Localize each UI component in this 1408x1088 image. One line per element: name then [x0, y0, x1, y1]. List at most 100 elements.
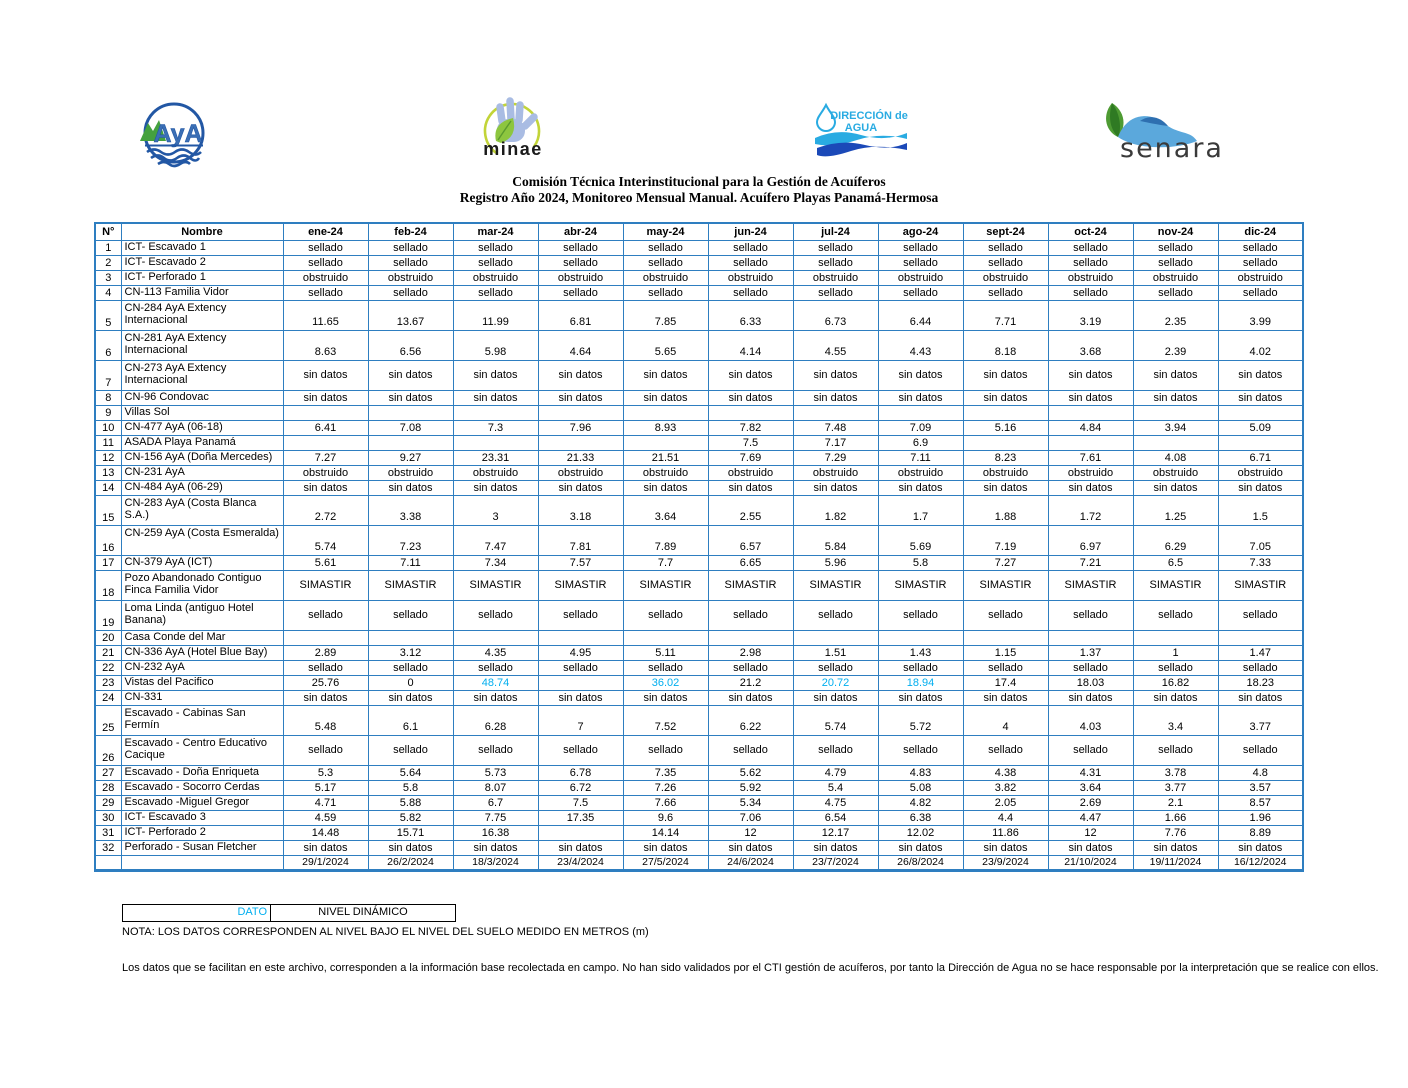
value-cell: 6.29	[1132, 524, 1219, 556]
value-cell: 21.33	[537, 449, 624, 466]
value-cell: sin datos	[537, 839, 624, 856]
table-row: 8 CN-96 Condovac sin datos sin datos sin dat…	[94, 389, 1304, 406]
value-cell: sellado	[877, 239, 964, 256]
value-cell: sellado	[367, 284, 454, 301]
well-name: Vistas del Pacifico	[120, 674, 284, 691]
value-cell: 4.14	[707, 329, 794, 361]
value-cell: sellado	[792, 734, 879, 766]
value-cell: 2.72	[282, 494, 369, 526]
value-cell: sin datos	[367, 359, 454, 391]
table-row: 14 CN-484 AyA (06-29) sin datos sin datos si…	[94, 479, 1304, 496]
value-cell: sellado	[537, 284, 624, 301]
value-cell: sellado	[962, 659, 1049, 676]
value-cell: 6.41	[282, 419, 369, 436]
well-name: Casa Conde del Mar	[120, 629, 284, 646]
value-cell: sin datos	[1132, 479, 1219, 496]
value-cell: sin datos	[792, 479, 879, 496]
value-cell: sellado	[792, 659, 879, 676]
value-cell: 2.35	[1132, 299, 1219, 331]
aya-logo: AyA	[133, 99, 213, 171]
value-cell: sin datos	[282, 479, 369, 496]
value-cell: SIMASTIR	[452, 569, 539, 601]
table-row: 29 Escavado -Miguel Gregor 4.71 5.88 6.7 7.5 7…	[94, 794, 1304, 811]
well-name: CN-232 AyA	[120, 659, 284, 676]
value-cell: 36.02	[622, 674, 709, 691]
value-cell: 7.82	[707, 419, 794, 436]
value-cell: SIMASTIR	[877, 569, 964, 601]
row-number: 24	[94, 689, 122, 706]
value-cell: obstruido	[707, 269, 794, 286]
value-cell: 7.26	[622, 779, 709, 796]
value-cell: 17.35	[537, 809, 624, 826]
value-cell: sellado	[367, 734, 454, 766]
table-row: 13 CN-231 AyA obstruido obstruido obstruido…	[94, 464, 1304, 481]
value-cell: sellado	[1217, 734, 1304, 766]
value-cell: 14.48	[282, 824, 369, 841]
column-header: jul-24	[792, 222, 879, 241]
well-name: CN-281 AyA Extency Internacional	[120, 329, 284, 361]
value-cell: obstruido	[367, 464, 454, 481]
value-cell	[452, 434, 539, 451]
value-cell: 1.7	[877, 494, 964, 526]
document-title: Comisión Técnica Interinstitucional para…	[95, 174, 1303, 206]
value-cell: 18.94	[877, 674, 964, 691]
table-row: 23 Vistas del Pacifico 25.76 0 48.74 36.02 21.…	[94, 674, 1304, 691]
value-cell: sellado	[1132, 734, 1219, 766]
date-cell: 26/8/2024	[877, 854, 964, 871]
value-cell: 7.17	[792, 434, 879, 451]
value-cell: sellado	[792, 239, 879, 256]
value-cell: sellado	[1132, 284, 1219, 301]
value-cell: obstruido	[367, 269, 454, 286]
well-name: CN-336 AyA (Hotel Blue Bay)	[120, 644, 284, 661]
value-cell: sellado	[1047, 239, 1134, 256]
value-cell: sin datos	[707, 839, 794, 856]
date-cell: 26/2/2024	[367, 854, 454, 871]
well-name: CN-231 AyA	[120, 464, 284, 481]
value-cell	[537, 404, 624, 421]
value-cell: sin datos	[1217, 689, 1304, 706]
value-cell: 8.23	[962, 449, 1049, 466]
value-cell: obstruido	[622, 269, 709, 286]
value-cell: 5.74	[282, 524, 369, 556]
value-cell: 4.47	[1047, 809, 1134, 826]
well-name: CN-477 AyA (06-18)	[120, 419, 284, 436]
value-cell	[962, 629, 1049, 646]
value-cell: 8.89	[1217, 824, 1304, 841]
value-cell: 6.56	[367, 329, 454, 361]
value-cell: 7.19	[962, 524, 1049, 556]
aya-wave-icon	[157, 160, 191, 168]
table-row: 21 CN-336 AyA (Hotel Blue Bay) 2.89 3.12 4.3…	[94, 644, 1304, 661]
value-cell: 4.71	[282, 794, 369, 811]
value-cell: 4.02	[1217, 329, 1304, 361]
value-cell	[367, 404, 454, 421]
value-cell: 1.15	[962, 644, 1049, 661]
value-cell: 5.72	[877, 704, 964, 736]
minae-hand-icon	[496, 97, 538, 130]
value-cell	[452, 404, 539, 421]
value-cell: sellado	[707, 659, 794, 676]
value-cell: SIMASTIR	[367, 569, 454, 601]
value-cell: sin datos	[282, 389, 369, 406]
value-cell: 5.82	[367, 809, 454, 826]
value-cell: 4.83	[877, 764, 964, 781]
value-cell: sellado	[622, 284, 709, 301]
value-cell: 1.51	[792, 644, 879, 661]
value-cell: 4.79	[792, 764, 879, 781]
value-cell: 2.05	[962, 794, 1049, 811]
value-cell: sin datos	[1047, 479, 1134, 496]
value-cell: 7.69	[707, 449, 794, 466]
value-cell: 7.34	[452, 554, 539, 571]
value-cell: sin datos	[622, 359, 709, 391]
table-row: 11 ASADA Playa Panamá 7.5 7.17 6.9	[94, 434, 1304, 451]
value-cell: 12	[707, 824, 794, 841]
value-cell	[452, 629, 539, 646]
value-cell	[1047, 404, 1134, 421]
table-row: 22 CN-232 AyA sellado sellado sellado sellado…	[94, 659, 1304, 676]
value-cell: 5.4	[792, 779, 879, 796]
aya-logo-text: AyA	[153, 120, 202, 148]
well-name: CN-156 AyA (Doña Mercedes)	[120, 449, 284, 466]
value-cell: 3.12	[367, 644, 454, 661]
value-cell: 1.43	[877, 644, 964, 661]
value-cell: 4.38	[962, 764, 1049, 781]
value-cell: 8.07	[452, 779, 539, 796]
